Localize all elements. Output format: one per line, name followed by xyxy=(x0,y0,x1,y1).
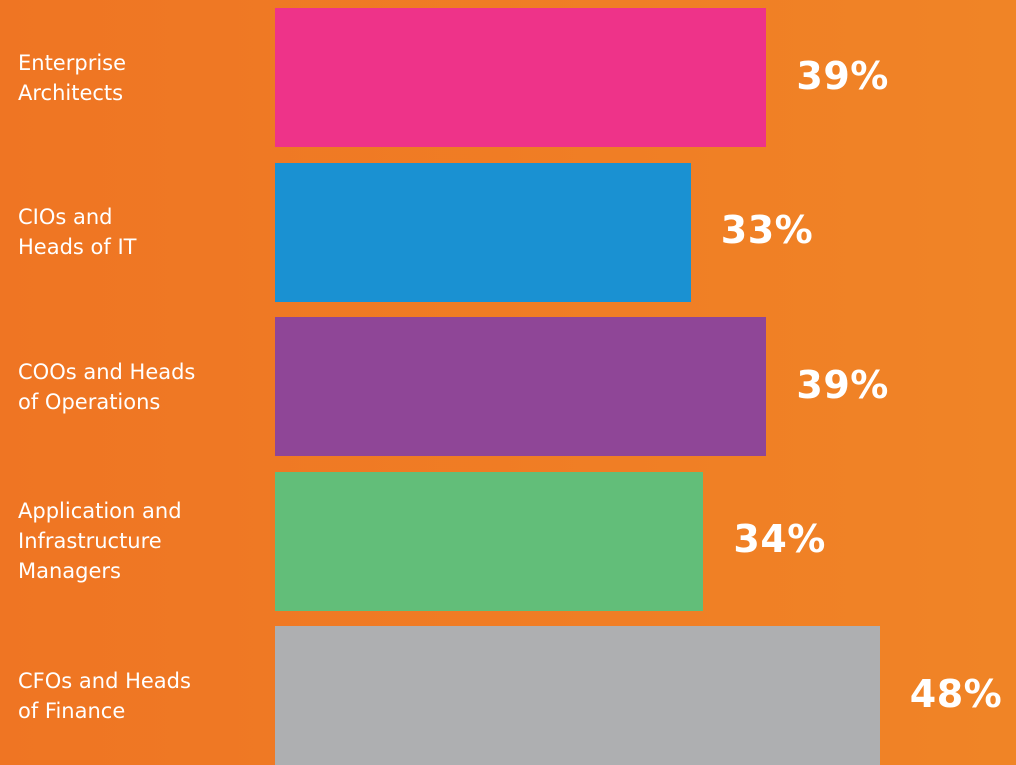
value-label: 33% xyxy=(720,208,814,252)
category-label: COOs and Heads of Operations xyxy=(18,359,196,414)
bar xyxy=(275,162,691,302)
category-label: CFOs and Heads of Finance xyxy=(18,668,191,723)
value-label: 39% xyxy=(796,53,889,98)
category-label: CIOs and Heads of IT xyxy=(18,205,137,259)
category-label: Application and Infrastructure Managers xyxy=(18,499,182,583)
bar xyxy=(275,626,880,765)
bar xyxy=(275,471,704,611)
bar xyxy=(275,317,767,456)
bar xyxy=(275,8,767,147)
value-label: 39% xyxy=(796,362,889,407)
value-label: 48% xyxy=(909,671,1003,716)
category-label: Enterprise Architects xyxy=(18,50,127,105)
value-label: 34% xyxy=(733,517,826,561)
